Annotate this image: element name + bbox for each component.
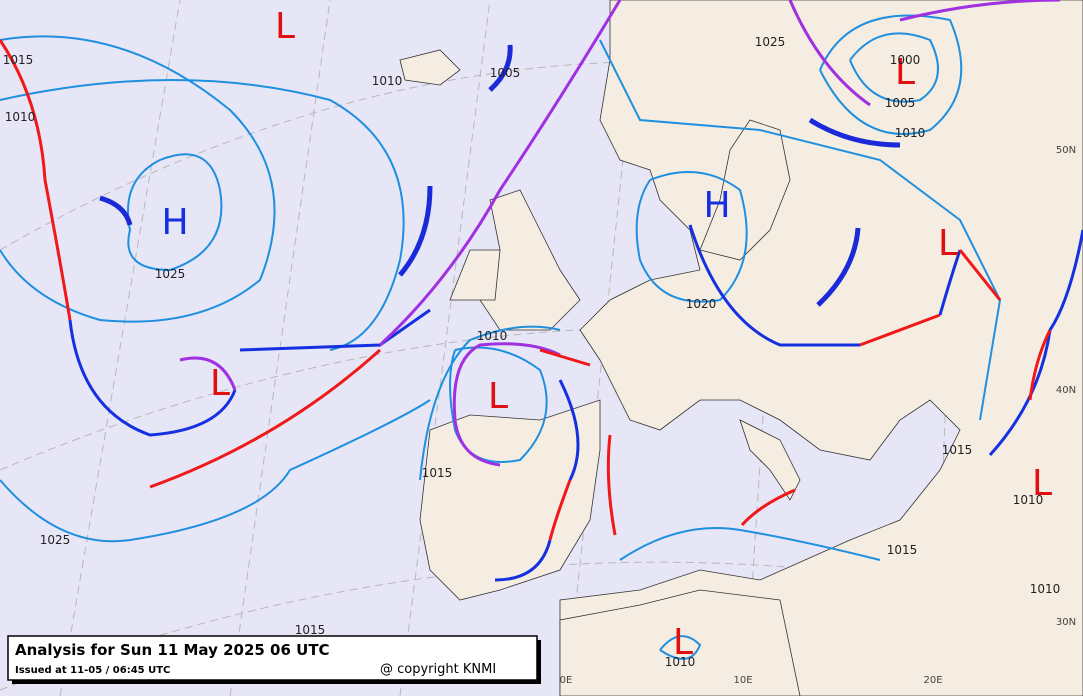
isobar-label: 1015 [295, 623, 326, 637]
isobar-label: 1010 [665, 655, 696, 669]
isobar-label: 1015 [942, 443, 973, 457]
isobar-label: 1010 [1013, 493, 1044, 507]
isobar-label: 1020 [686, 297, 717, 311]
graticule-label: 50N [1056, 145, 1076, 156]
graticule-label: 10E [733, 675, 752, 686]
legend-copyright: @ copyright KNMI [380, 662, 496, 677]
fronts [0, 0, 1083, 582]
isobar-label: 1010 [477, 329, 508, 343]
legend-box: Analysis for Sun 11 May 2025 06 UTC Issu… [7, 635, 541, 684]
isobar-label: 1025 [155, 267, 186, 281]
graticule-label: 40N [1056, 385, 1076, 396]
legend-issued: Issued at 11-05 / 06:45 UTC [15, 665, 170, 676]
isobar-label: 1010 [1030, 582, 1061, 596]
pressure-center: H [703, 185, 730, 226]
pressure-center: L [673, 622, 693, 663]
pressure-center: L [488, 376, 508, 417]
isobar-label: 1015 [887, 543, 918, 557]
graticule-label: 0E [560, 675, 573, 686]
pressure-center: L [275, 6, 295, 47]
land [399, 0, 1083, 696]
pressure-center: L [938, 223, 958, 264]
isobar-label: 1010 [895, 126, 926, 140]
pressure-center: L [1032, 463, 1052, 504]
isobar-label: 1005 [885, 96, 916, 110]
isobar-label: 1000 [890, 53, 921, 67]
isobar-label: 1010 [372, 74, 403, 88]
isobar-label: 1025 [40, 533, 71, 547]
isobar-label: 1015 [3, 53, 34, 67]
isobar-label: 1005 [490, 66, 521, 80]
graticule-label: 20E [923, 675, 942, 686]
isobar-label: 1025 [755, 35, 786, 49]
legend-title: Analysis for Sun 11 May 2025 06 UTC [15, 641, 330, 659]
isobar-label: 1010 [5, 110, 36, 124]
pressure-center: H [161, 202, 188, 243]
pressure-center: L [210, 363, 230, 404]
pressure-center: L [895, 52, 915, 93]
graticule-label: 30N [1056, 617, 1076, 628]
isobars [0, 14, 1002, 660]
isobar-label: 1015 [422, 466, 453, 480]
